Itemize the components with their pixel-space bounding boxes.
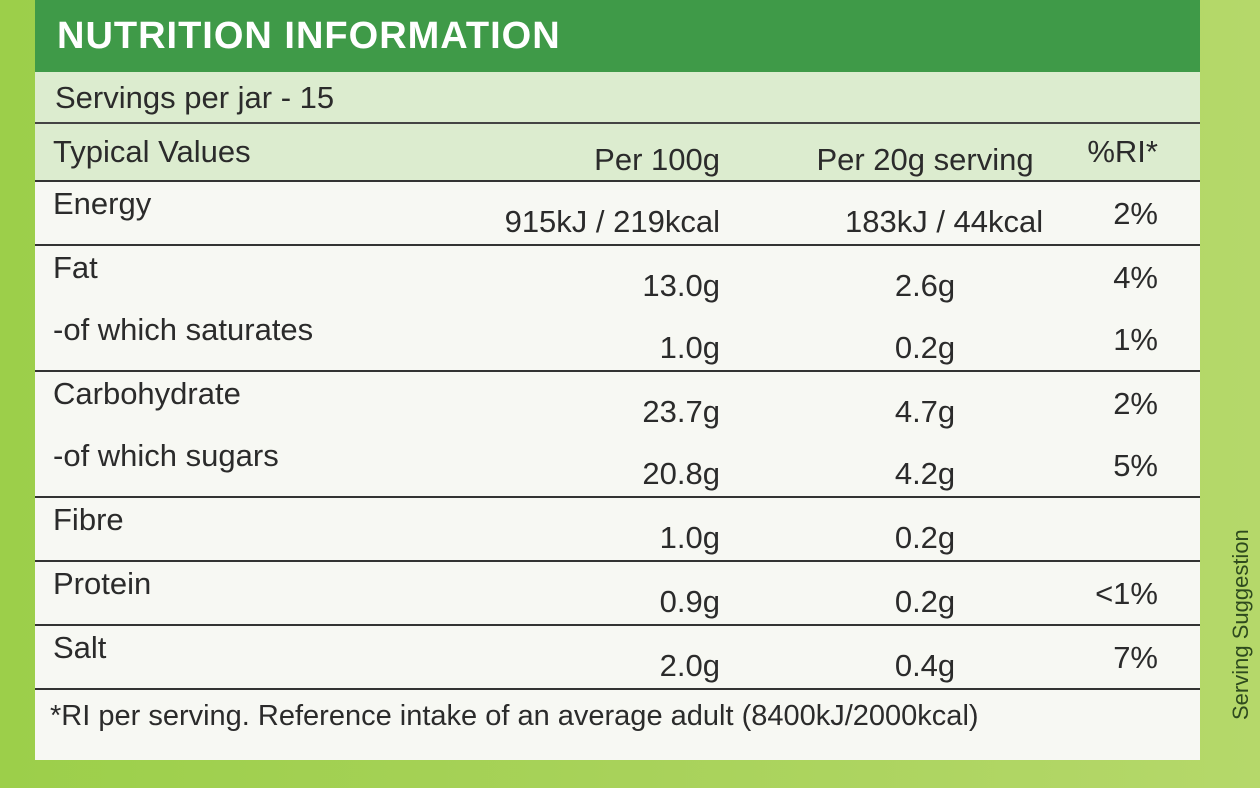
table-cell: 0.2g (894, 520, 956, 555)
table-cell: 13.0g (642, 268, 720, 303)
column-header: %RI* (1087, 134, 1158, 169)
servings: Servings per jar - 15 (35, 72, 1200, 124)
table-row: Protein 0.9g 0.2g <1% (35, 562, 1200, 624)
table-cell: -of which saturates (53, 312, 314, 347)
table-cell: 4.2g (894, 456, 956, 491)
row-group: Carbohydrate 23.7g 4.7g 2% -of which sugars 2… (35, 372, 1200, 498)
table-cell: 5% (1113, 448, 1158, 483)
table-cell: 2% (1113, 386, 1158, 421)
table-row: Fat 13.0g 2.6g 4% (35, 246, 1200, 308)
table-cell: Protein (53, 566, 152, 601)
table-cell: 2.6g (894, 268, 956, 303)
table-cell: Carbohydrate (53, 376, 241, 411)
footnote: *RI per serving. Reference intake of an … (50, 700, 979, 732)
table-body: Energy 915kJ / 219kcal 183kJ / 44kcal 2% Fat… (35, 182, 1200, 690)
table-cell: 7% (1113, 640, 1158, 675)
column-header: Per 100g (594, 142, 720, 177)
table-cell: <1% (1095, 576, 1158, 611)
row-group: Fat 13.0g 2.6g 4% -of which saturates 1.0g 0.2… (35, 246, 1200, 372)
table-cell: 0.4g (894, 648, 956, 683)
table-cell: 183kJ / 44kcal (845, 204, 1044, 239)
table-row: Salt 2.0g 0.4g 7% (35, 626, 1200, 688)
row-group: Energy 915kJ / 219kcal 183kJ / 44kcal 2% (35, 182, 1200, 246)
table-cell: -of which sugars (53, 438, 279, 473)
table-cell: 4.7g (894, 394, 956, 429)
table-cell: 1.0g (659, 330, 720, 365)
table-row: -of which sugars 20.8g 4.2g 5% (35, 434, 1200, 496)
table-header: Typical Values Per 100g Per 20g serving %RI… (35, 124, 1200, 182)
table-cell: Fibre (53, 502, 124, 537)
table-cell: 0.9g (659, 584, 720, 619)
table-cell: 23.7g (642, 394, 720, 429)
column-header: Typical Values (53, 134, 251, 169)
title: NUTRITION INFORMATION (35, 0, 1200, 72)
row-group: Salt 2.0g 0.4g 7% (35, 626, 1200, 690)
table-cell: 4% (1113, 260, 1158, 295)
table-cell: Fat (53, 250, 98, 285)
table-cell: 1.0g (659, 520, 720, 555)
table-row: Fibre 1.0g 0.2g (35, 498, 1200, 560)
table-cell: 20.8g (642, 456, 720, 491)
side-text: Serving Suggestion (1228, 529, 1253, 720)
table-cell: 0.2g (894, 330, 956, 365)
table-row: -of which saturates 1.0g 0.2g 1% (35, 308, 1200, 370)
table-cell: 2% (1113, 196, 1158, 231)
table-cell: Salt (53, 630, 107, 665)
table-cell: 1% (1113, 322, 1158, 357)
table-row: Energy 915kJ / 219kcal 183kJ / 44kcal 2% (35, 182, 1200, 244)
table-row: Carbohydrate 23.7g 4.7g 2% (35, 372, 1200, 434)
table-cell: 915kJ / 219kcal (504, 204, 720, 239)
row-group: Fibre 1.0g 0.2g (35, 498, 1200, 562)
table-cell: 0.2g (894, 584, 956, 619)
table-cell: 2.0g (659, 648, 720, 683)
nutrition-label: NUTRITION INFORMATION Servings per jar -… (35, 0, 1200, 760)
column-header: Per 20g serving (816, 142, 1034, 177)
row-group: Protein 0.9g 0.2g <1% (35, 562, 1200, 626)
table-cell: Energy (53, 186, 152, 221)
